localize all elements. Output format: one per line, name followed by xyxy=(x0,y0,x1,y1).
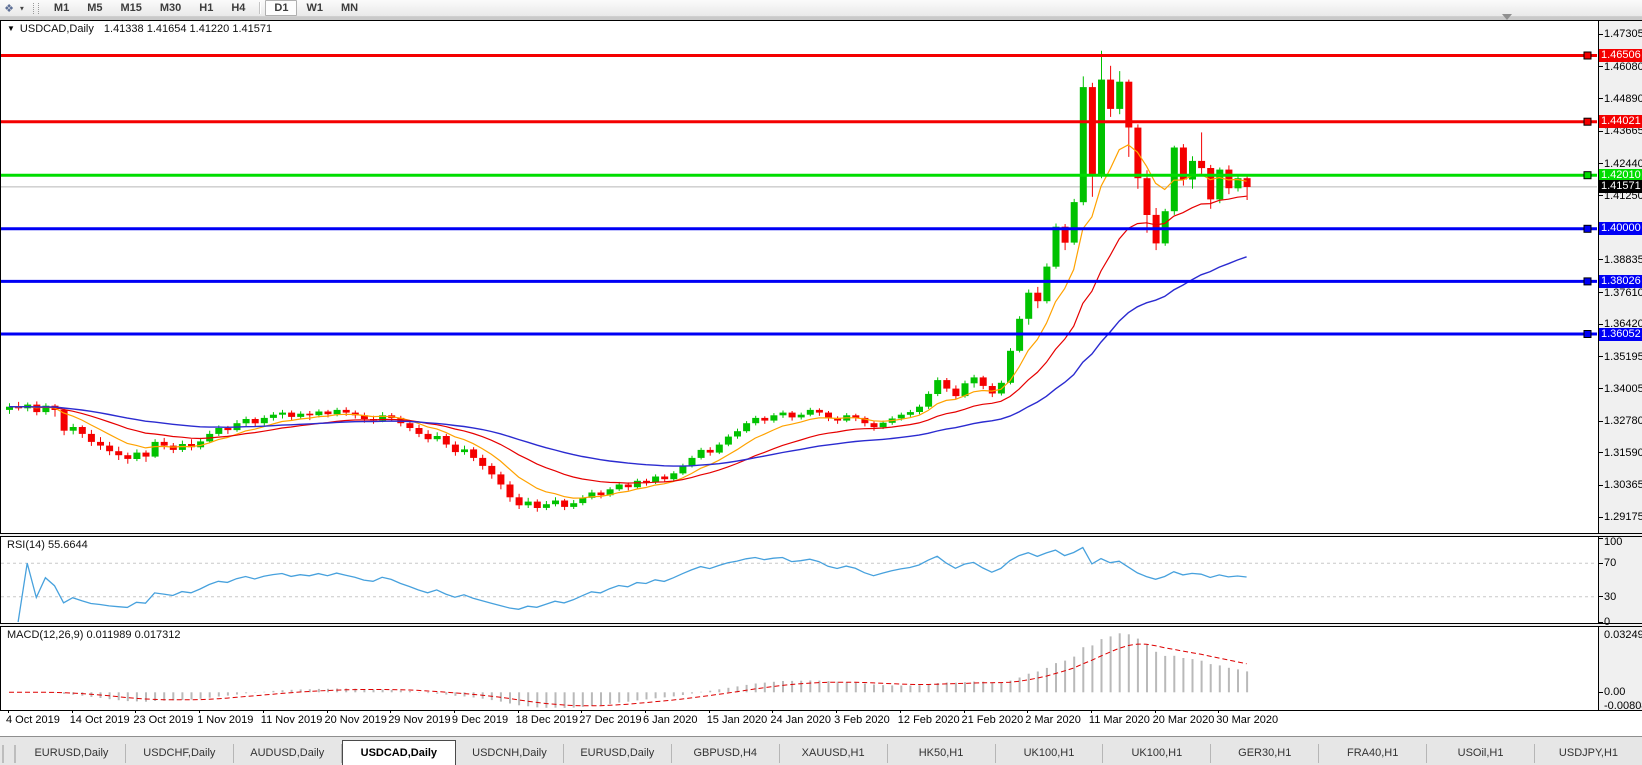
current-price-label: 1.41571 xyxy=(1599,180,1642,194)
price-tick-label: 1.34005 xyxy=(1604,382,1642,395)
macd-axis-label: 0.00 xyxy=(1604,686,1626,699)
rsi-chart xyxy=(1,546,1597,623)
ma-line-45 xyxy=(8,256,1247,467)
macd-panel: MACD(12,26,9) 0.011989 0.017312 xyxy=(0,626,1599,711)
price-level-label: 1.40000 xyxy=(1599,222,1642,236)
tab-ger30-h1[interactable]: GER30,H1 xyxy=(1211,744,1320,763)
price-chart-panel: USDCAD,Daily 1.41338 1.41654 1.41220 1.41… xyxy=(0,20,1599,534)
tab-audusd-daily[interactable]: AUDUSD,Daily xyxy=(234,744,342,763)
chart-tabs: EURUSD,Daily USDCHF,Daily AUDUSD,Daily USDC… xyxy=(18,740,1642,765)
price-tick-label: 1.29175 xyxy=(1604,511,1642,524)
chart-shift-marker-icon[interactable] xyxy=(1502,14,1512,20)
rsi-label: RSI(14) 55.6644 xyxy=(7,539,88,551)
rsi-line xyxy=(17,546,1247,623)
tab-usoil-h1[interactable]: USOil,H1 xyxy=(1427,744,1536,763)
price-tick-label: 1.35195 xyxy=(1604,350,1642,363)
timeframe-button-m30[interactable]: M30 xyxy=(159,2,182,14)
tab-usdcad-daily[interactable]: USDCAD,Daily xyxy=(341,740,456,765)
toolbar-separator xyxy=(259,2,261,14)
price-tick-label: 1.38835 xyxy=(1604,253,1642,266)
rsi-axis-label: 70 xyxy=(1604,557,1617,570)
timeframe-button-mn[interactable]: MN xyxy=(340,2,359,14)
price-level-label: 1.42010 xyxy=(1599,168,1642,182)
tab-uk100-h1[interactable]: UK100,H1 xyxy=(1103,744,1212,763)
macd-signal-line xyxy=(9,643,1247,707)
price-tick-label: 1.46080 xyxy=(1604,60,1642,73)
level-line-handle[interactable] xyxy=(1583,171,1592,180)
timeframe-button-d1[interactable]: D1 xyxy=(265,0,298,16)
level-line-handle[interactable] xyxy=(1583,51,1592,60)
rsi-axis-label: 30 xyxy=(1604,590,1617,603)
chart-title: USDCAD,Daily 1.41338 1.41654 1.41220 1.41… xyxy=(7,23,272,35)
price-tick-label: 1.42440 xyxy=(1604,157,1642,170)
price-tick-label: 1.41250 xyxy=(1604,189,1642,202)
price-tick-label: 1.36420 xyxy=(1604,318,1642,331)
tab-xauusd-h1[interactable]: XAUUSD,H1 xyxy=(780,744,888,763)
macd-axis-label: 0.032493 xyxy=(1604,629,1642,641)
tab-fra40-h1[interactable]: FRA40,H1 xyxy=(1319,744,1428,763)
level-line-handle[interactable] xyxy=(1583,117,1592,126)
tab-eurusd-daily[interactable]: EURUSD,Daily xyxy=(564,744,672,763)
price-tick-label: 1.47305 xyxy=(1604,28,1642,41)
timeframe-button-w1[interactable]: W1 xyxy=(306,2,323,14)
price-tick-label: 1.44890 xyxy=(1604,92,1642,105)
macd-histogram xyxy=(17,633,1249,708)
ma-line-20 xyxy=(8,195,1247,484)
level-line-handle[interactable] xyxy=(1583,330,1592,338)
tab-usdchf-daily[interactable]: USDCHF,Daily xyxy=(126,744,234,763)
chart-scroll-strip[interactable] xyxy=(0,17,1642,20)
timeframe-buttons: M1 M5 M15 M30 H1 H4 D1 W1 MN xyxy=(45,0,367,16)
tab-eurusd-daily[interactable]: EURUSD,Daily xyxy=(18,744,126,763)
toolbar-grip[interactable] xyxy=(32,2,39,14)
tab-usdcnh-daily[interactable]: USDCNH,Daily xyxy=(456,744,564,763)
tab-hk50-h1[interactable]: HK50,H1 xyxy=(888,744,996,763)
price-tick-label: 1.37610 xyxy=(1604,286,1642,299)
price-level-label: 1.44021 xyxy=(1599,115,1642,129)
chart-menu-icon[interactable] xyxy=(7,24,15,33)
price-tick-label: 1.32780 xyxy=(1604,415,1642,428)
timeframe-button-h4[interactable]: H4 xyxy=(231,2,246,14)
rsi-axis-label: 0 xyxy=(1604,616,1611,628)
macd-label: MACD(12,26,9) 0.011989 0.017312 xyxy=(7,629,181,641)
price-level-label: 1.46506 xyxy=(1599,49,1642,62)
chart-symbol: USDCAD,Daily xyxy=(19,23,94,35)
tabbar-scroll-handle[interactable] xyxy=(2,745,16,763)
price-tick-label: 1.31590 xyxy=(1604,446,1642,459)
timeframe-button-h1[interactable]: H1 xyxy=(199,2,214,14)
date-axis xyxy=(0,710,1642,736)
level-line-handle[interactable] xyxy=(1583,224,1592,233)
price-tick-label: 1.43665 xyxy=(1604,125,1642,138)
rsi-panel: RSI(14) 55.6644 xyxy=(0,536,1599,624)
timeframe-button-m1[interactable]: M1 xyxy=(53,2,70,14)
timeframe-button-m15[interactable]: M15 xyxy=(120,2,142,14)
chart-ohlc-values: 1.41338 1.41654 1.41220 1.41571 xyxy=(103,23,273,35)
price-tick-label: 1.30365 xyxy=(1604,479,1642,492)
macd-chart xyxy=(9,633,1249,708)
candlestick-chart xyxy=(1,50,1597,512)
chart-tab-bar: EURUSD,Daily USDCHF,Daily AUDUSD,Daily USDC… xyxy=(0,736,1642,765)
price-level-label: 1.36052 xyxy=(1599,327,1642,341)
price-level-label: 1.38026 xyxy=(1599,274,1642,288)
tab-gbpusd-h4[interactable]: GBPUSD,H4 xyxy=(672,744,780,763)
level-line-handle[interactable] xyxy=(1583,277,1592,286)
timeframe-toolbar: M1 M5 M15 M30 H1 H4 D1 W1 MN xyxy=(0,0,1642,17)
timeframe-button-m5[interactable]: M5 xyxy=(87,2,103,14)
chart-cursor-icon[interactable] xyxy=(0,2,18,15)
rsi-axis-label: 100 xyxy=(1604,536,1623,548)
tab-usdjpy-h1[interactable]: USDJPY,H1 xyxy=(1558,747,1619,759)
tab-uk100-h1[interactable]: UK100,H1 xyxy=(996,744,1104,763)
toolbar-dropdown-caret-icon[interactable] xyxy=(18,4,26,13)
